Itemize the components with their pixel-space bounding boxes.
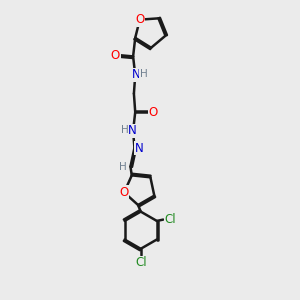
Text: Cl: Cl (165, 213, 176, 226)
Text: N: N (135, 142, 144, 154)
Text: O: O (111, 49, 120, 62)
Text: H: H (140, 69, 148, 79)
Text: Cl: Cl (135, 256, 146, 269)
Text: H: H (121, 125, 128, 135)
Text: O: O (119, 186, 129, 199)
Text: N: N (131, 68, 140, 82)
Text: O: O (135, 13, 144, 26)
Text: N: N (128, 124, 137, 137)
Text: O: O (148, 106, 158, 119)
Text: H: H (119, 162, 127, 172)
